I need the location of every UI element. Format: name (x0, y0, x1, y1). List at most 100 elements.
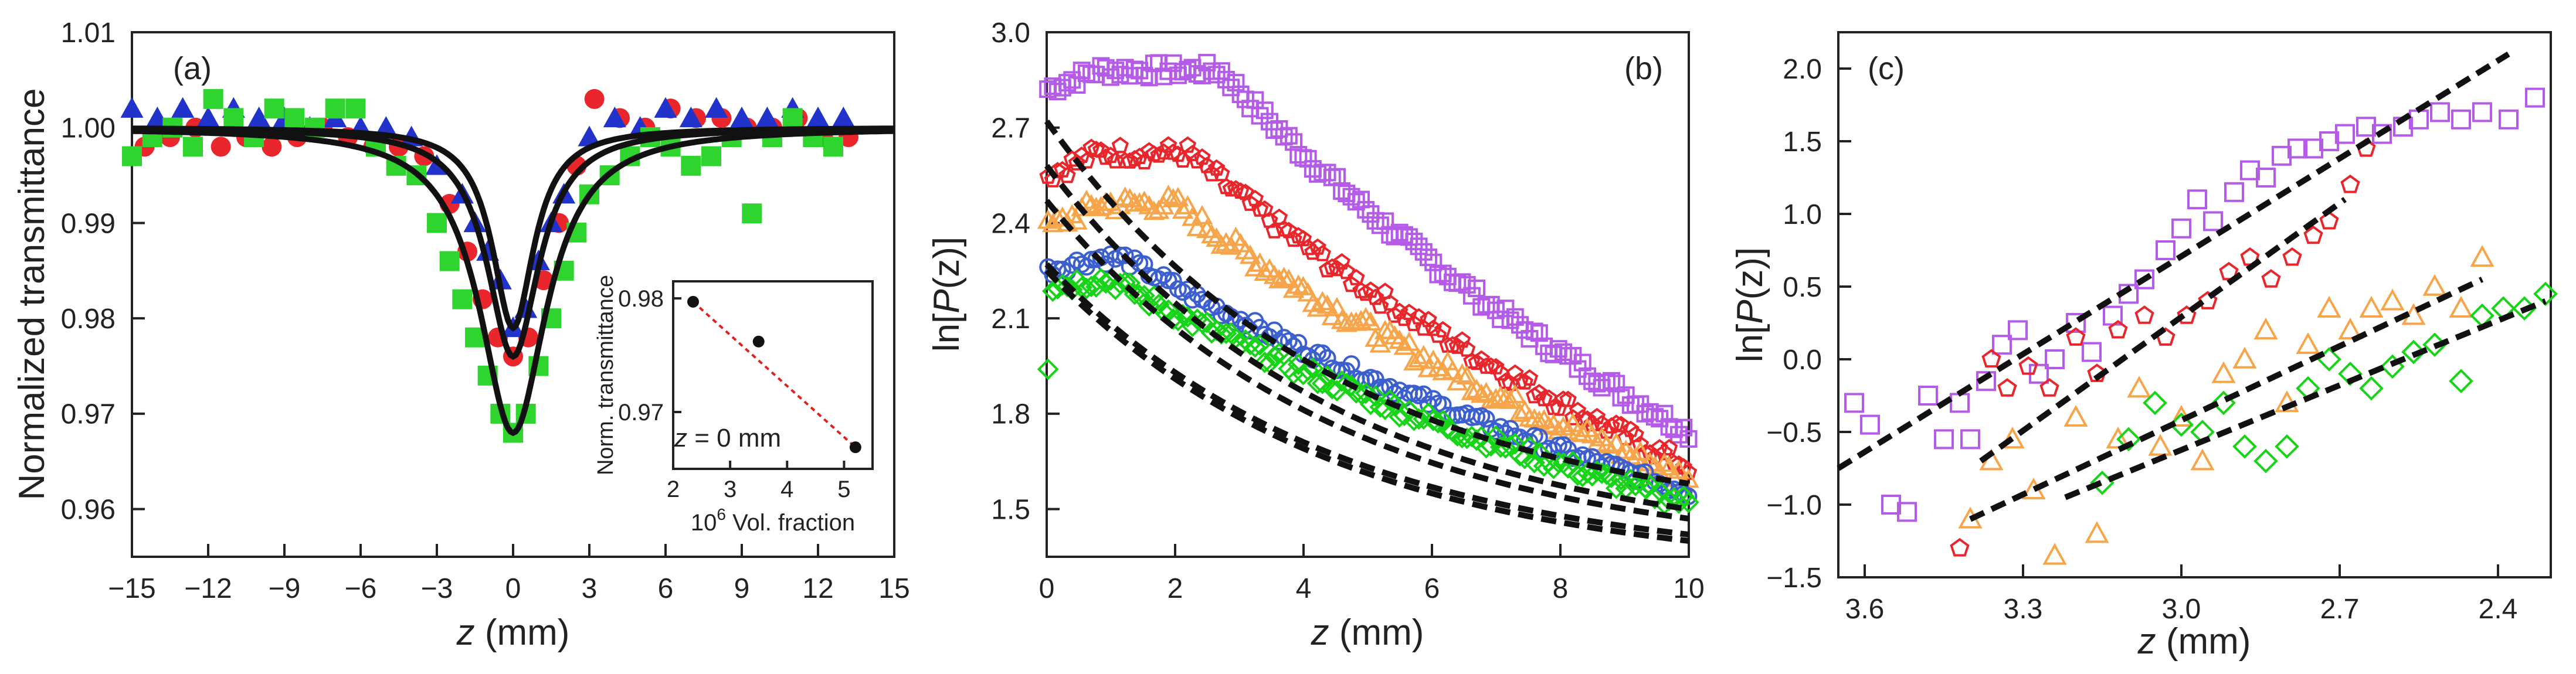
panel-a-point (578, 125, 601, 147)
panel-a-point (427, 213, 447, 233)
panel-c-point (2187, 189, 2207, 210)
panel-c-chart: (c) ln[P(z)] z (mm) 3.6 3.3 3.0 2.7 2.4 −1.5 −… (1730, 31, 2558, 662)
panel-b-point (1279, 127, 1298, 145)
panel-b-point (1241, 194, 1259, 211)
panel-b-point (1405, 315, 1423, 331)
panel-c-point (2335, 124, 2355, 144)
panel-a-chart: (a) Normalized transmittance z (mm) −15−… (12, 18, 910, 653)
panel-c-point (2190, 448, 2215, 471)
panel-b-point (1371, 216, 1389, 234)
inset-x-tick-label: 3 (724, 476, 737, 502)
panel-b-point (1135, 66, 1153, 84)
panel-b-point (1420, 311, 1437, 328)
panel-b-point (1366, 288, 1384, 305)
panel-b-y-tick-label: 2.1 (991, 304, 1030, 335)
panel-b-x-tick-label: 10 (1673, 573, 1704, 604)
panel-b-point (1338, 263, 1356, 280)
panel-b-point (1287, 274, 1309, 294)
panel-b-x-tick-label: 4 (1296, 573, 1312, 604)
panel-b-point (1263, 345, 1285, 367)
panel-b-point (1203, 165, 1221, 182)
panel-b-point (1345, 311, 1367, 331)
panel-b-point (1191, 205, 1213, 224)
panel-a-x-tick-label: −9 (269, 573, 301, 604)
panel-b-point (1405, 233, 1423, 251)
panel-b-point (1311, 372, 1333, 394)
panel-b-point (1273, 267, 1295, 287)
panel-b-point (1179, 136, 1197, 153)
panel-b-point (1183, 145, 1202, 161)
panel-c-point (2042, 543, 2067, 565)
panel-b-point (1350, 309, 1372, 329)
panel-b-fit-curve (1044, 262, 1689, 537)
panel-b-point (1244, 336, 1266, 358)
panel-b-point (1201, 224, 1223, 244)
panel-c-point (2380, 288, 2405, 311)
panel-b-point (1037, 358, 1059, 380)
panel-c-point (2240, 160, 2260, 181)
panel-c-point (2198, 291, 2218, 309)
panel-a-ylabel: Normalized transmittance (12, 88, 52, 501)
panel-b-point (1376, 212, 1394, 230)
panel-b-point (1386, 306, 1404, 323)
panel-b-point (1658, 456, 1680, 476)
panel-b-point (1419, 249, 1437, 267)
panel-b-point (1155, 143, 1173, 160)
panel-c-point (2085, 521, 2109, 543)
panel-b-point (1236, 90, 1254, 108)
panel-b-x-tick-label: 6 (1424, 573, 1440, 604)
panel-b-point (1472, 350, 1491, 367)
panel-b-point (1297, 282, 1319, 302)
panel-b-point (1292, 363, 1314, 386)
panel-c-point (2039, 378, 2059, 397)
panel-b-point (1058, 74, 1077, 92)
panel-b-point (1458, 340, 1476, 357)
panel-a-x-tick-label: 3 (582, 573, 598, 604)
panel-b-point (1116, 246, 1134, 264)
panel-c-point (2169, 412, 2194, 437)
panel-c-point (2156, 240, 2175, 260)
panel-b-point (1444, 273, 1462, 291)
panel-c-y-tick-label: −1.5 (1766, 563, 1822, 594)
panel-c-y-tick-label: −0.5 (1766, 417, 1822, 448)
panel-a-fit-curve (131, 128, 895, 437)
panel-a-x-tick-label: −15 (108, 573, 155, 604)
panel-b-point (1095, 272, 1117, 294)
panel-b-point (1333, 182, 1351, 200)
panel-c-point (2256, 168, 2276, 188)
panel-b-point (1487, 358, 1505, 375)
panel-b-point (1280, 222, 1298, 239)
inset-y-tick-label: 0.98 (618, 286, 664, 312)
panel-b-point (1424, 253, 1443, 271)
panel-b-point (1398, 331, 1420, 351)
panel-a-point (284, 108, 305, 128)
panel-b-point (1610, 469, 1632, 491)
panel-a-point (742, 203, 762, 224)
panel-b-point (1509, 402, 1531, 422)
panel-b-point (1458, 275, 1476, 294)
panel-b-point (1314, 244, 1332, 261)
panel-b-point (1634, 476, 1656, 499)
panel-c-point (2045, 349, 2065, 369)
panel-c-point (1992, 335, 2012, 355)
panel-b-point (1172, 304, 1194, 326)
panel-c-point (2219, 261, 2239, 281)
panel-a-point (806, 106, 830, 128)
panel-b-point (1603, 417, 1620, 434)
panel-b-point (1645, 408, 1664, 426)
panel-b-point (1679, 430, 1698, 448)
panel-b-point (1468, 353, 1485, 370)
panel-c-point (2232, 434, 2257, 459)
inset-x-tick-label: 2 (667, 476, 680, 502)
panel-c-point (2470, 245, 2494, 267)
panel-b-fit-curve (1044, 164, 1689, 512)
panel-c-point (2372, 124, 2392, 144)
panel-c-point (1950, 393, 1970, 413)
panel-c-point (2177, 305, 2197, 324)
panel-b-point (1468, 279, 1486, 297)
panel-c-point (2272, 145, 2292, 166)
panel-c-point (2082, 342, 2102, 362)
panel-c-point (2499, 109, 2519, 130)
panel-b-x-tick-label: 0 (1039, 573, 1055, 604)
